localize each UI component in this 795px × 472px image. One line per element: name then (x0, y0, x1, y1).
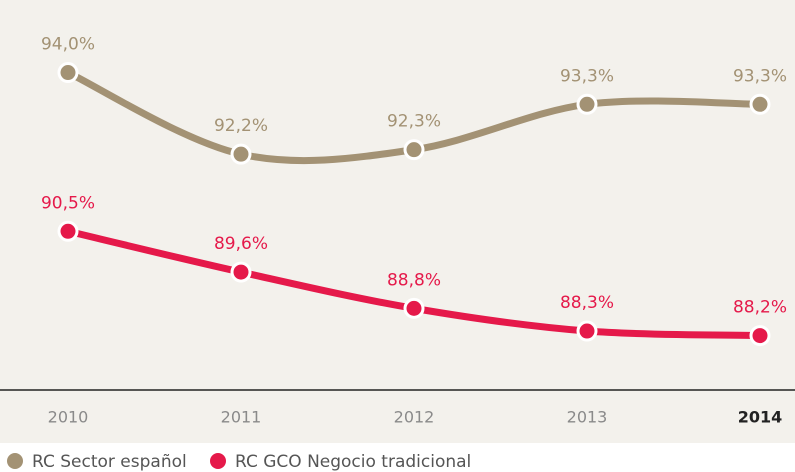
data-label: 88,8% (387, 270, 441, 290)
data-label: 92,3% (387, 112, 441, 132)
x-tick-label: 2012 (394, 408, 435, 427)
data-label: 90,5% (41, 193, 95, 213)
data-label: 93,3% (733, 66, 787, 86)
legend-marker (210, 453, 226, 469)
data-point (749, 93, 771, 115)
data-label: 89,6% (214, 234, 268, 254)
data-point (230, 143, 252, 165)
data-label: 93,3% (560, 66, 614, 86)
data-point (230, 261, 252, 283)
data-point (749, 325, 771, 347)
legend-label: RC Sector español (32, 452, 187, 472)
plot-background (0, 0, 795, 443)
data-point (403, 297, 425, 319)
data-point (403, 139, 425, 161)
data-label: 88,3% (560, 293, 614, 313)
legend-label: RC GCO Negocio tradicional (235, 452, 471, 472)
data-point (576, 93, 598, 115)
x-tick-label: 2010 (48, 408, 89, 427)
data-point (57, 62, 79, 84)
data-point (57, 220, 79, 242)
x-tick-label: 2014 (738, 408, 783, 427)
legend-marker (7, 453, 23, 469)
data-label: 94,0% (41, 35, 95, 55)
data-point (576, 320, 598, 342)
data-label: 88,2% (733, 298, 787, 318)
data-label: 92,2% (214, 116, 268, 136)
x-tick-label: 2013 (567, 408, 608, 427)
x-tick-label: 2011 (221, 408, 262, 427)
